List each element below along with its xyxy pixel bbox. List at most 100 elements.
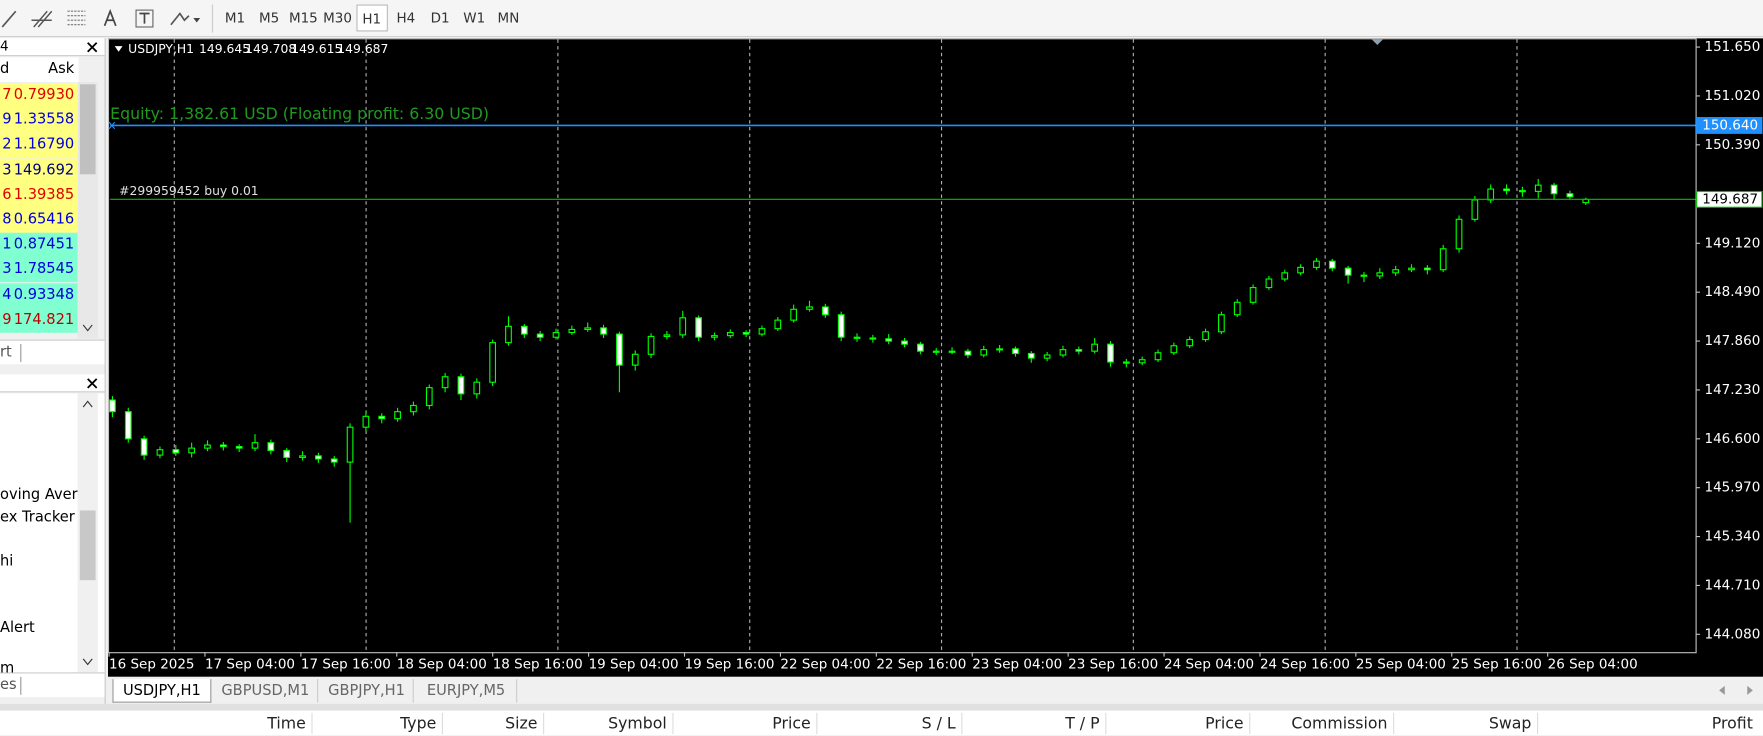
chart-tab[interactable]: GBPJPY,H1 — [320, 679, 414, 703]
candle-body — [917, 343, 924, 352]
candle-body — [283, 449, 291, 458]
timeframe-button[interactable]: H1 — [355, 4, 388, 32]
ask-cell: 174.821 — [13, 307, 78, 333]
column-header[interactable]: Commission — [1291, 715, 1388, 734]
column-header[interactable]: Time — [267, 715, 306, 734]
x-tick-label: 22 Sep 16:00 — [876, 656, 966, 672]
ask-cell: 0.87451 — [13, 232, 78, 258]
candle-body — [964, 350, 972, 356]
scroll-thumb[interactable] — [79, 84, 96, 175]
ask-cell: 0.65416 — [13, 208, 78, 233]
scroll-arrow[interactable] — [81, 398, 94, 409]
candle-body — [679, 317, 687, 336]
candle-body — [758, 328, 766, 335]
candle-body — [1059, 349, 1067, 356]
navigator-item[interactable]: oving Avera — [0, 486, 78, 504]
timeframe-button[interactable]: W1 — [463, 10, 486, 26]
y-tick-label: 144.710 — [1705, 577, 1761, 593]
timeframe-button[interactable]: M15 — [288, 10, 318, 26]
bid-cell: 9 — [0, 108, 14, 133]
candle-body — [1471, 199, 1479, 220]
tab[interactable]: es — [0, 676, 17, 694]
column-header[interactable]: Price — [1205, 715, 1244, 734]
x-tick-label: 24 Sep 04:00 — [1164, 656, 1254, 672]
candle-body — [536, 333, 544, 338]
candle-body — [584, 327, 592, 331]
column-header[interactable]: Type — [400, 715, 437, 734]
timeframe-button[interactable]: M1 — [224, 10, 246, 26]
candle-body — [520, 325, 528, 335]
timeframe-button[interactable]: M30 — [323, 10, 352, 26]
x-tick-label: 25 Sep 04:00 — [1356, 656, 1446, 672]
candle-body — [204, 444, 211, 449]
bid-cell: 7 — [0, 83, 14, 108]
timeframe-button[interactable]: H4 — [396, 10, 416, 26]
column-header[interactable]: Swap — [1488, 715, 1532, 734]
scroll-arrow[interactable] — [81, 657, 94, 668]
chart-background — [107, 38, 1763, 677]
scrollbar[interactable] — [77, 393, 98, 673]
scrollbar[interactable] — [77, 82, 98, 339]
ohlc-value: 149.645 — [199, 42, 250, 56]
bid-cell: 1 — [0, 232, 14, 258]
candle-body — [1344, 267, 1352, 276]
tab[interactable]: rt — [0, 344, 12, 361]
candle-body — [1249, 287, 1257, 303]
candle-body — [1439, 248, 1447, 271]
candle-body — [156, 449, 164, 456]
y-tick-label: 150.390 — [1705, 137, 1761, 153]
candle-body — [124, 411, 132, 440]
candle-body — [837, 314, 845, 338]
y-tick-label: 151.020 — [1705, 88, 1761, 104]
column-header[interactable]: Symbol — [608, 715, 667, 734]
navigator-item[interactable]: hi — [0, 553, 14, 571]
candle-body — [1027, 352, 1035, 359]
candle-body — [996, 348, 1003, 351]
navigator-item[interactable]: ex Tracker — [0, 509, 75, 527]
candle-body — [1233, 301, 1241, 316]
close-icon[interactable] — [85, 377, 98, 390]
chart-tab[interactable]: EURJPY,M5 — [416, 679, 518, 703]
column-separator — [1249, 712, 1251, 735]
column-header[interactable]: Size — [505, 715, 538, 734]
column-header[interactable]: Price — [772, 715, 811, 734]
scroll-arrow[interactable] — [81, 323, 94, 334]
navigator-item[interactable]: m — [0, 659, 15, 677]
chart-tab[interactable]: GBPUSD,M1 — [214, 679, 319, 703]
candle-body — [948, 350, 956, 353]
candle-body — [1122, 361, 1130, 364]
column-header[interactable]: T / P — [1065, 715, 1100, 734]
scroll-thumb[interactable] — [79, 510, 96, 581]
ohlc-value: 149.615 — [291, 42, 342, 56]
candle-body — [742, 331, 750, 335]
candle-body — [441, 376, 449, 389]
y-tick-label: 145.970 — [1705, 480, 1761, 496]
timeframe-button[interactable]: M5 — [259, 10, 280, 26]
candle-body — [1550, 184, 1558, 195]
x-tick-label: 23 Sep 16:00 — [1068, 656, 1158, 672]
column-header[interactable]: Profit — [1711, 715, 1753, 734]
left-panel: 4 d Ask rt es 7 0.79930 9 1.33558 2 1.16790 3 1… — [0, 38, 106, 704]
splitter — [0, 703, 1763, 711]
market-watch-header: 4 — [0, 38, 105, 57]
column-separator — [1105, 712, 1107, 735]
candle-body — [109, 399, 116, 413]
candle-body — [346, 426, 354, 463]
ohlc-value: 149.687 — [337, 42, 388, 56]
toolbar-icons — [1, 4, 214, 33]
column-header[interactable]: S / L — [921, 715, 956, 734]
navigator-item[interactable]: Alert — [0, 619, 35, 637]
chart-tab[interactable]: USDJPY,H1 — [112, 679, 212, 703]
price-label-box — [1696, 117, 1763, 134]
close-icon[interactable] — [85, 40, 98, 53]
tab-strip: rt — [0, 339, 105, 365]
x-tick-label: 18 Sep 04:00 — [397, 656, 487, 672]
candle-body — [1043, 354, 1051, 359]
timeframe-button[interactable]: MN — [497, 10, 520, 26]
candle-body — [410, 404, 417, 413]
tab-arrows[interactable] — [1716, 684, 1761, 697]
column-separator — [672, 712, 674, 735]
timeframe-button[interactable]: D1 — [430, 10, 450, 26]
